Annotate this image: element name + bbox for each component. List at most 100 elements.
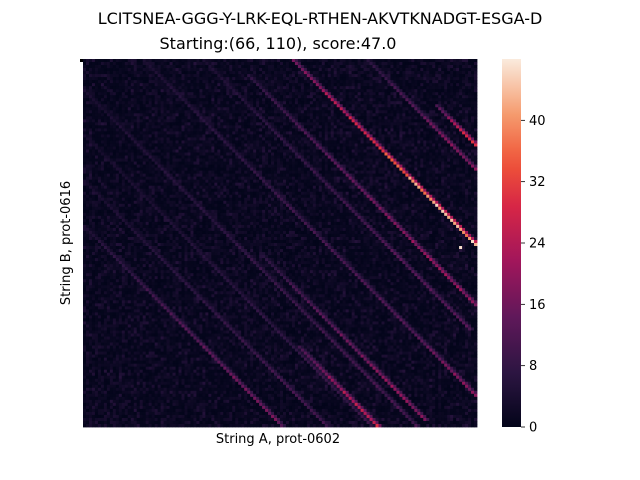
heatmap-cell xyxy=(435,155,439,159)
heatmap-cell xyxy=(178,95,182,99)
heatmap-cell xyxy=(172,128,176,132)
heatmap-cell xyxy=(330,107,335,111)
heatmap-cell xyxy=(378,119,382,123)
heatmap-cell xyxy=(402,74,406,78)
heatmap-cell xyxy=(414,152,418,156)
heatmap-cell xyxy=(459,116,463,120)
heatmap-cell xyxy=(103,59,108,63)
heatmap-cell xyxy=(88,119,93,123)
heatmap-cell xyxy=(106,110,111,114)
heatmap-cell xyxy=(196,77,200,81)
heatmap-cell xyxy=(354,80,358,84)
heatmap-cell xyxy=(181,65,185,69)
heatmap-cell xyxy=(465,77,469,81)
heatmap-cell xyxy=(85,125,90,129)
heatmap-cell xyxy=(223,98,227,102)
heatmap-cell xyxy=(321,80,326,84)
heatmap-cell xyxy=(91,101,96,105)
heatmap-cell xyxy=(178,170,182,175)
heatmap-cell xyxy=(148,107,153,111)
heatmap-cell xyxy=(118,77,123,81)
heatmap-cell xyxy=(142,119,147,123)
heatmap-cell xyxy=(280,59,284,63)
heatmap-cell xyxy=(83,161,87,165)
heatmap-cell xyxy=(220,155,224,159)
heatmap-cell xyxy=(357,95,361,99)
heatmap-cell xyxy=(271,101,275,105)
heatmap-cell xyxy=(256,143,260,147)
heatmap-cell xyxy=(393,131,397,135)
heatmap-cell xyxy=(447,107,451,111)
heatmap-cell xyxy=(151,68,156,72)
heatmap-cell xyxy=(348,95,353,99)
heatmap-cell xyxy=(142,89,147,93)
heatmap-cell xyxy=(411,143,415,147)
heatmap-cell xyxy=(166,149,170,153)
heatmap-cell xyxy=(83,80,87,84)
heatmap-cell xyxy=(130,122,135,126)
heatmap-cell xyxy=(241,155,245,159)
heatmap-cell xyxy=(366,170,370,175)
heatmap-cell xyxy=(318,131,323,135)
heatmap-cell xyxy=(456,68,460,72)
heatmap-cell xyxy=(414,149,418,153)
heatmap-cell xyxy=(277,62,281,66)
heatmap-cell xyxy=(384,161,388,165)
heatmap-cell xyxy=(366,143,370,147)
heatmap-cell xyxy=(402,152,406,156)
heatmap-cell xyxy=(145,101,150,105)
heatmap-cell xyxy=(256,92,260,96)
heatmap-cell xyxy=(288,122,293,126)
heatmap-cell xyxy=(235,80,239,84)
heatmap-cell xyxy=(127,98,132,102)
heatmap-cell xyxy=(438,104,442,108)
heatmap-cell xyxy=(426,107,430,111)
heatmap-cell xyxy=(265,104,269,108)
heatmap-cell xyxy=(166,152,170,156)
heatmap-cell xyxy=(208,146,212,150)
heatmap-cell xyxy=(369,122,373,126)
heatmap-cell xyxy=(175,134,179,138)
heatmap-cell xyxy=(250,116,254,120)
heatmap-cell xyxy=(363,152,367,156)
heatmap-cell xyxy=(312,152,317,156)
heatmap-cell xyxy=(351,62,356,66)
heatmap-cell xyxy=(187,119,191,123)
heatmap-cell xyxy=(220,143,224,147)
heatmap-cell xyxy=(259,134,263,138)
heatmap-cell xyxy=(300,110,305,114)
heatmap-cell xyxy=(414,80,418,84)
heatmap-cell xyxy=(456,59,460,63)
heatmap-cell xyxy=(214,128,218,132)
heatmap-cell xyxy=(288,107,293,111)
heatmap-cell xyxy=(366,113,370,117)
heatmap-cell xyxy=(265,59,269,63)
heatmap-cell xyxy=(223,119,227,123)
heatmap-cell xyxy=(420,131,424,135)
heatmap-cell xyxy=(399,143,403,147)
heatmap-cell xyxy=(157,71,161,75)
heatmap-cell xyxy=(85,86,90,90)
heatmap-cell xyxy=(235,59,239,63)
heatmap-cell xyxy=(468,161,472,165)
heatmap-cell xyxy=(211,59,215,63)
heatmap-cell xyxy=(363,161,367,165)
heatmap-cell xyxy=(363,137,367,141)
heatmap-cell xyxy=(127,170,132,175)
heatmap-cell xyxy=(271,128,275,132)
heatmap-cell xyxy=(121,71,126,75)
heatmap-cell xyxy=(121,101,126,105)
heatmap-cell xyxy=(291,92,296,96)
heatmap-cell xyxy=(232,149,236,153)
heatmap-cell xyxy=(450,113,454,117)
heatmap-cell xyxy=(247,122,251,126)
heatmap-cell xyxy=(280,98,284,102)
heatmap-cell xyxy=(157,125,161,129)
heatmap-cell xyxy=(130,128,135,132)
heatmap-cell xyxy=(106,80,111,84)
heatmap-cell xyxy=(381,131,385,135)
heatmap-cell xyxy=(262,107,266,111)
heatmap-cell xyxy=(390,161,394,165)
heatmap-cell xyxy=(417,92,421,96)
heatmap-cell xyxy=(384,155,388,159)
